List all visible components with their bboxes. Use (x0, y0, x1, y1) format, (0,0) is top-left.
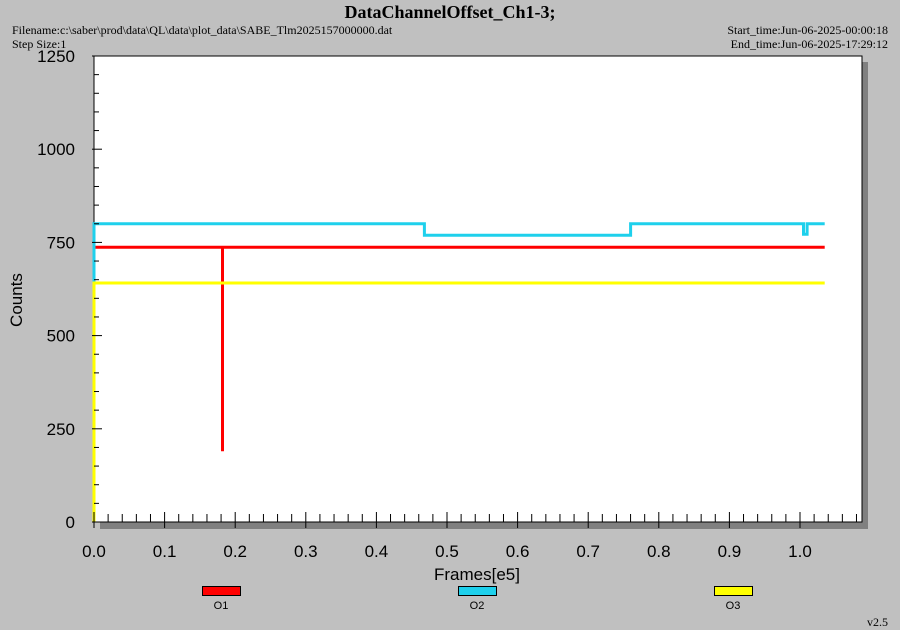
x-tick-label: 1.0 (788, 542, 812, 561)
chart-title: DataChannelOffset_Ch1-3; (344, 2, 556, 22)
legend-label-o2: O2 (469, 600, 485, 612)
y-tick-label: 250 (47, 420, 75, 439)
y-tick-label: 1000 (37, 140, 75, 159)
axis-layer: 0 250 500 750 1000 1250 0.0 0.1 0.2 0.3 0.4 0.5 0.6 0… (37, 47, 857, 561)
legend-item-o2: O2 (437, 586, 517, 612)
legend-label-o1: O1 (213, 600, 229, 612)
legend-swatch-o3 (713, 586, 753, 596)
x-tick-label: 0.4 (365, 542, 389, 561)
end-time-label: End_time:Jun-06-2025-17:29:12 (730, 37, 888, 51)
y-tick-label: 1250 (37, 47, 75, 66)
filename-label: Filename:c:\saber\prod\data\QL\data\plot… (12, 23, 393, 37)
x-tick-label: 0.3 (294, 542, 318, 561)
x-tick-label: 0.6 (506, 542, 530, 561)
x-axis-label: Frames[e5] (434, 565, 520, 584)
legend-swatch-o2 (457, 586, 497, 596)
series-layer (92, 222, 825, 522)
x-tick-label: 0.2 (223, 542, 247, 561)
series-line-o3 (92, 281, 825, 522)
y-tick-label: 750 (47, 233, 75, 252)
legend-swatch-o1 (201, 586, 241, 596)
y-tick-label: 500 (47, 327, 75, 346)
y-tick-label: 0 (66, 513, 75, 532)
x-tick-label: 0.5 (435, 542, 459, 561)
legend-item-o3: O3 (693, 586, 773, 612)
x-tick-label: 0.0 (82, 542, 106, 561)
legend-label-o3: O3 (725, 600, 741, 612)
plot-area (93, 55, 863, 523)
x-tick-label: 0.7 (576, 542, 600, 561)
version-label: v2.5 (867, 615, 888, 629)
x-tick-label: 0.1 (153, 542, 177, 561)
x-tick-label: 0.8 (647, 542, 671, 561)
y-axis-label: Counts (7, 273, 26, 327)
step-size-label: Step Size:1 (12, 37, 67, 51)
start-time-label: Start_time:Jun-06-2025-00:00:18 (727, 23, 888, 37)
series-line-o1 (94, 245, 825, 452)
legend-item-o1: O1 (181, 586, 261, 612)
series-line-o2 (92, 222, 825, 284)
x-tick-label: 0.9 (718, 542, 742, 561)
